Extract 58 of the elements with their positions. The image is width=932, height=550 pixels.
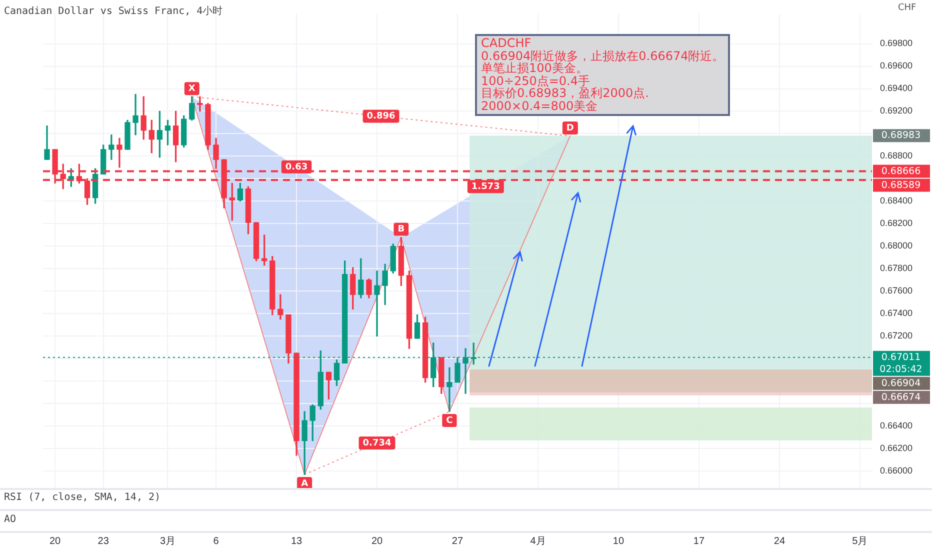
y-tick-label: 0.69800 — [880, 38, 913, 48]
annotation: 目标价0.68983，盈利2000点. — [481, 86, 650, 100]
x-tick-label: 20 — [49, 536, 62, 547]
y-tick-label: 0.67600 — [880, 286, 913, 296]
ref-line-label: 0.67011 — [881, 352, 921, 363]
band-label: 0.68983 — [881, 130, 921, 142]
y-tick-label: 0.69200 — [880, 106, 913, 116]
y-tick-label: 0.68400 — [880, 196, 913, 206]
x-tick-label: 10 — [612, 536, 624, 547]
candlestick — [116, 138, 122, 168]
y-axis-title: CHF — [898, 3, 916, 13]
y-tick-label: 0.68800 — [880, 150, 913, 161]
annotation: X — [188, 84, 196, 94]
y-tick-label: 0.66000 — [880, 466, 913, 476]
x-tick-label: 4月 — [530, 536, 546, 547]
y-tick-label: 0.69400 — [880, 83, 913, 94]
x-tick-label: 23 — [98, 536, 110, 547]
annotation: CADCHF — [481, 36, 532, 50]
annotation: 0.896 — [366, 112, 396, 122]
text: AO — [4, 514, 16, 525]
annotation: 1.573 — [471, 182, 500, 192]
band-label: 0.66904 — [881, 378, 921, 389]
candlestick — [374, 270, 380, 337]
annotation: 0.63 — [285, 162, 308, 172]
annotation: B — [398, 224, 405, 235]
y-tick-label: 0.66200 — [880, 443, 913, 454]
text: 02:05:42 — [880, 364, 922, 375]
y-tick-label: 0.67400 — [880, 308, 913, 318]
text: RSI (7, close, SMA, 14, 2) — [4, 492, 161, 503]
annotation: 2000×0.4=800美金 — [481, 98, 598, 113]
x-tick-label: 24 — [774, 536, 786, 547]
x-tick-label: 3月 — [160, 536, 176, 547]
y-tick-label: 0.68000 — [880, 240, 913, 251]
candlestick — [132, 94, 138, 136]
ref-line-label: 0.68666 — [881, 166, 921, 177]
x-tick-label: 5月 — [852, 536, 868, 547]
x-tick-label: 20 — [371, 536, 383, 547]
y-tick-label: 0.67800 — [880, 263, 913, 274]
band-label: 0.66674 — [881, 392, 921, 403]
candlestick — [446, 367, 452, 412]
x-tick-label: 27 — [452, 536, 464, 547]
x-tick-label: 13 — [290, 536, 303, 547]
annotation: 100÷250点=0.4手 — [481, 74, 590, 88]
y-tick-label: 0.69600 — [880, 60, 913, 71]
x-tick-label: 17 — [693, 536, 705, 547]
annotation: D — [566, 123, 574, 134]
annotation: 0.734 — [362, 438, 392, 448]
y-tick-label: 0.68200 — [880, 218, 913, 228]
candlestick — [197, 96, 203, 112]
annotation: 0.66904附近做多，止损放在0.66674附近。 — [481, 48, 724, 63]
y-tick-label: 0.67200 — [880, 330, 913, 341]
chart-title: Canadian Dollar vs Swiss Franc, 4小时 — [4, 4, 223, 18]
x-tick-label: 6 — [213, 536, 220, 547]
y-tick-label: 0.66400 — [880, 420, 913, 431]
annotation: C — [446, 416, 454, 426]
ref-line-label: 0.68589 — [881, 180, 921, 191]
annotation: 单笔止损100美金。 — [481, 61, 588, 76]
annotation: A — [301, 478, 308, 489]
